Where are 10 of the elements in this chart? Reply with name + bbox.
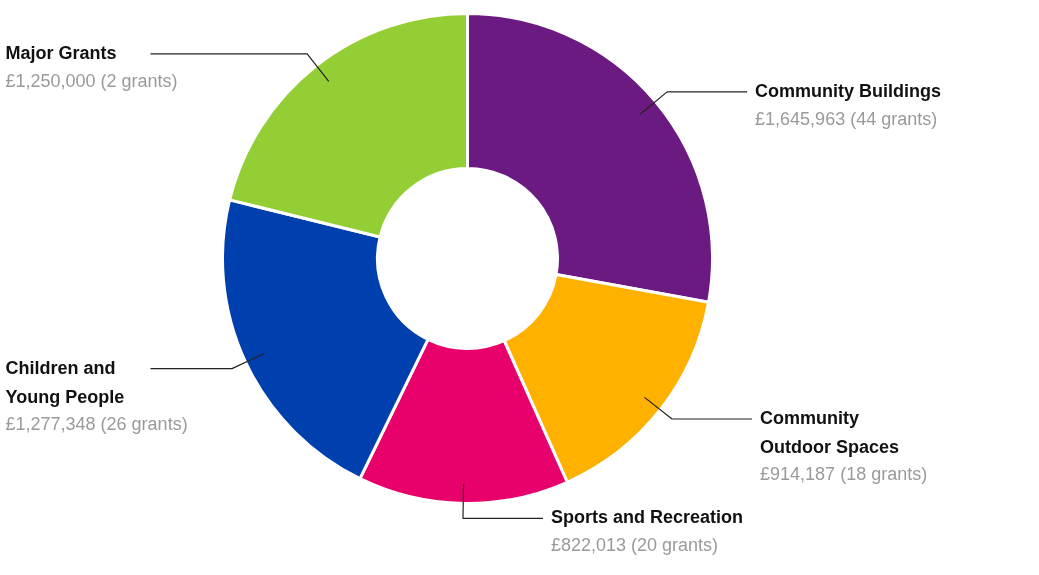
data-label: £1,250,000 (2 grants) <box>5 70 178 91</box>
slice-label: Community Outdoor Spaces <box>760 407 900 457</box>
slice-label: Major Grants <box>5 42 117 63</box>
data-label: £822,013 (20 grants) <box>550 535 719 556</box>
data-label: £1,277,348 (26 grants) <box>5 413 188 434</box>
data-label: £1,645,963 (44 grants) <box>755 108 938 129</box>
data-label: £914,187 (18 grants) <box>760 463 928 484</box>
slice-label: Community Buildings <box>755 80 942 101</box>
slice-label: Children and Young People <box>5 357 125 407</box>
slice-label: Sports and Recreation <box>550 507 744 528</box>
